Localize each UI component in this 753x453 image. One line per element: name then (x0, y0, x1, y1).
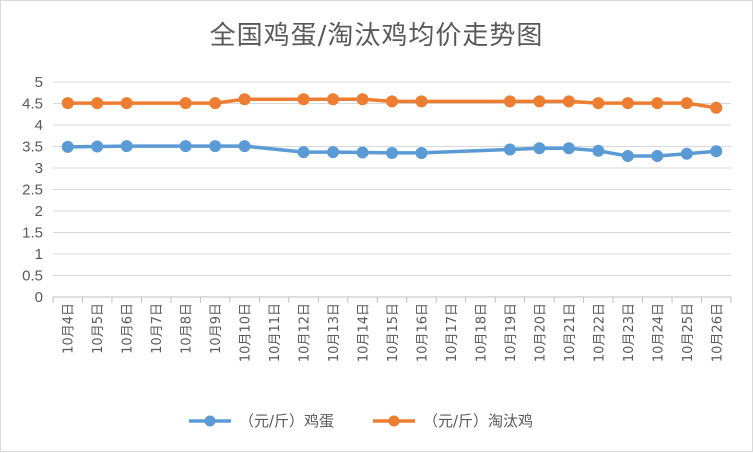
y-tick-label: 5 (35, 74, 43, 91)
x-tick-label: 10月16日 (415, 303, 430, 362)
data-point (503, 95, 516, 108)
x-tick-label: 10月13日 (327, 303, 342, 362)
data-point (297, 93, 310, 106)
data-point (327, 93, 340, 106)
x-tick-label: 10月6日 (121, 303, 136, 354)
data-point (592, 97, 605, 110)
data-point (562, 142, 575, 155)
data-point (710, 101, 723, 114)
data-point (209, 140, 222, 153)
data-point (415, 146, 428, 159)
x-tick-label: 10月21日 (563, 303, 578, 362)
y-tick-label: 2 (35, 203, 43, 220)
x-tick-label: 10月4日 (62, 303, 77, 354)
data-point (503, 143, 516, 156)
data-point (61, 97, 74, 110)
x-tick-label: 10月7日 (150, 303, 165, 354)
data-point (592, 144, 605, 157)
x-tick-label: 10月10日 (239, 303, 254, 362)
x-tick-label: 10月18日 (474, 303, 489, 362)
data-point (651, 149, 664, 162)
data-point (356, 146, 369, 159)
data-point (91, 140, 104, 153)
y-tick-label: 4 (35, 117, 43, 134)
data-point (710, 145, 723, 158)
data-point (386, 146, 398, 159)
x-tick-label: 10月26日 (710, 303, 725, 362)
data-point (120, 97, 133, 110)
legend-label: （元/斤）淘汰鸡 (423, 412, 533, 430)
y-tick-label: 3.5 (22, 139, 43, 156)
data-point (386, 95, 398, 108)
data-point (91, 97, 104, 110)
data-point (533, 95, 546, 108)
x-tick-label: 10月22日 (592, 303, 607, 362)
y-tick-label: 1 (35, 246, 43, 263)
x-tick-label: 10月9日 (209, 303, 224, 354)
legend-swatch-marker (204, 415, 216, 427)
legend-label: （元/斤）鸡蛋 (239, 412, 334, 430)
x-tick-label: 10月15日 (386, 303, 401, 362)
y-tick-label: 0 (35, 289, 43, 306)
y-tick-label: 0.5 (22, 268, 43, 285)
data-point (61, 140, 74, 153)
data-point (651, 97, 664, 110)
data-point (327, 146, 340, 159)
x-tick-label: 10月11日 (268, 303, 283, 362)
x-tick-label: 10月25日 (681, 303, 696, 362)
x-tick-label: 10月5日 (91, 303, 106, 354)
data-point (238, 93, 251, 106)
data-point (621, 149, 634, 162)
data-point (680, 147, 693, 160)
data-point (562, 95, 575, 108)
data-point (415, 95, 428, 108)
data-point (621, 97, 634, 110)
data-point (179, 140, 192, 153)
legend-swatch-marker (388, 415, 400, 427)
x-tick-label: 10月24日 (651, 303, 666, 362)
chart-title: 全国鸡蛋/淘汰鸡均价走势图 (209, 21, 544, 51)
y-tick-label: 3 (35, 160, 43, 177)
x-tick-label: 10月14日 (357, 303, 372, 362)
data-point (297, 146, 310, 159)
data-point (238, 140, 251, 153)
x-tick-label: 10月20日 (533, 303, 548, 362)
data-point (209, 97, 222, 110)
y-tick-label: 1.5 (22, 225, 43, 242)
y-tick-label: 4.5 (22, 96, 43, 113)
x-tick-label: 10月19日 (504, 303, 519, 362)
data-point (356, 93, 369, 106)
y-tick-label: 2.5 (22, 182, 43, 199)
data-point (179, 97, 192, 110)
x-tick-label: 10月12日 (298, 303, 313, 362)
x-tick-label: 10月17日 (445, 303, 460, 362)
data-point (533, 142, 546, 155)
data-point (120, 140, 133, 153)
x-tick-label: 10月23日 (622, 303, 637, 362)
data-point (680, 97, 693, 110)
x-tick-label: 10月8日 (180, 303, 195, 354)
